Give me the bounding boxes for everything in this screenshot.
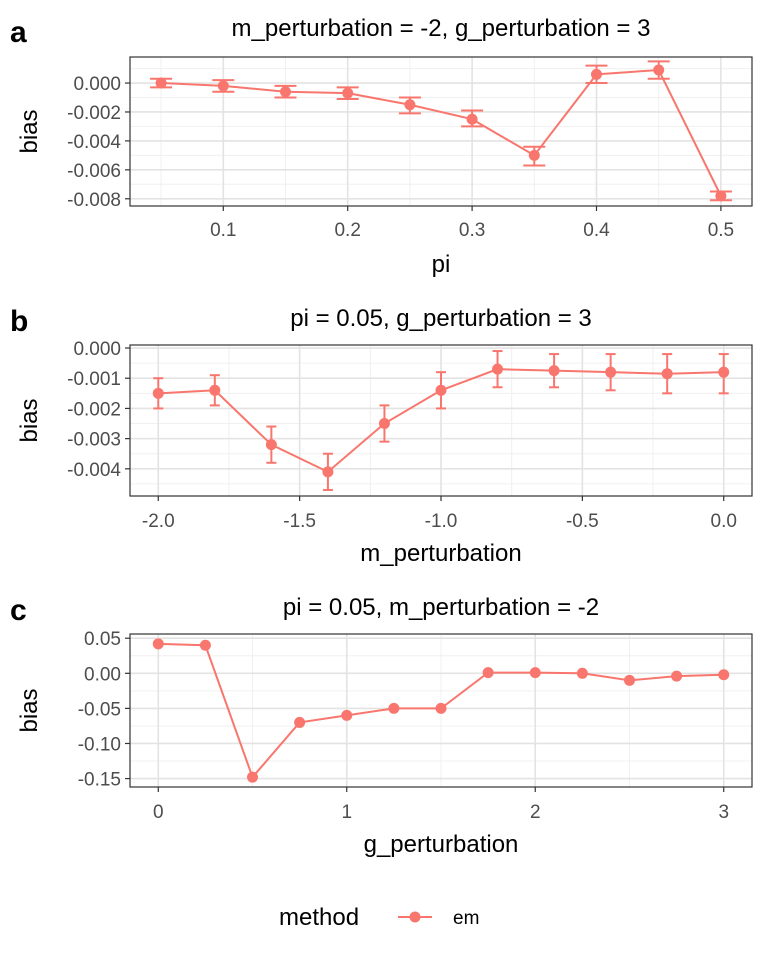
y-axis-title: bias xyxy=(16,398,43,442)
data-point xyxy=(209,384,221,396)
y-tick-label: 0.000 xyxy=(73,339,121,360)
data-point xyxy=(341,709,353,721)
data-point xyxy=(529,667,541,679)
legend: method em xyxy=(279,904,479,931)
x-tick-label: 0.5 xyxy=(708,220,734,241)
y-tick-label: -0.003 xyxy=(67,430,121,451)
data-point xyxy=(591,68,602,80)
x-axis-title: m_perturbation xyxy=(360,540,521,567)
data-point xyxy=(492,363,504,375)
panel-letter: b xyxy=(10,305,28,338)
data-point xyxy=(247,771,259,783)
chart-panel-b: -2.0 -1.5 -1.0 -0.5 0.0 0.000 -0.001 -0.002 -0.0… xyxy=(10,305,753,567)
data-point xyxy=(265,439,277,451)
data-point xyxy=(435,384,447,396)
x-tick-label: 0.0 xyxy=(711,511,737,532)
data-point xyxy=(528,149,540,161)
legend-key-point xyxy=(409,911,421,923)
data-point xyxy=(715,190,727,202)
x-tick-label: 1 xyxy=(341,802,352,823)
y-tick-label: 0.05 xyxy=(84,629,121,650)
data-point xyxy=(576,667,588,679)
x-tick-label: -1.0 xyxy=(425,511,458,532)
data-point xyxy=(378,418,390,430)
y-tick-label: -0.002 xyxy=(67,103,121,124)
data-point xyxy=(294,716,306,728)
panel-title: m_perturbation = -2, g_perturbation = 3 xyxy=(232,15,651,42)
chart-panel-c: 0 1 2 3 0.05 0.00 -0.05 -0.10 -0.15 c pi = 0.05, m… xyxy=(10,594,753,858)
legend-entry-label: em xyxy=(453,908,479,929)
data-point xyxy=(152,387,164,399)
data-point xyxy=(388,702,400,714)
y-tick-label: -0.004 xyxy=(67,460,121,481)
y-tick-label: -0.15 xyxy=(78,770,121,791)
x-tick-label: -0.5 xyxy=(566,511,599,532)
x-tick-label: 0.2 xyxy=(334,220,360,241)
x-tick-label: 2 xyxy=(530,802,541,823)
data-point xyxy=(280,86,291,98)
data-point xyxy=(199,639,211,651)
y-tick-label: -0.001 xyxy=(67,369,121,390)
data-point xyxy=(548,365,560,377)
y-tick-label: -0.10 xyxy=(78,734,121,755)
data-point xyxy=(482,667,494,679)
panel-letter: c xyxy=(10,594,27,627)
y-axis-title: bias xyxy=(16,109,43,153)
data-point xyxy=(466,113,478,125)
data-point xyxy=(322,466,334,478)
data-point xyxy=(605,366,617,378)
data-point xyxy=(718,366,730,378)
plot-border xyxy=(129,633,753,788)
x-tick-label: -2.0 xyxy=(142,511,175,532)
y-tick-label: 0.000 xyxy=(73,74,121,95)
x-axis-title: g_perturbation xyxy=(364,831,519,858)
legend-title: method xyxy=(279,904,359,931)
y-axis-title: bias xyxy=(16,688,43,732)
panel-title: pi = 0.05, g_perturbation = 3 xyxy=(290,305,592,332)
data-point xyxy=(653,64,665,76)
chart-panel-a: 0.1 0.2 0.3 0.4 0.5 0.000 -0.002 -0.004 -0.006 -0… xyxy=(10,15,753,278)
y-tick-label: -0.05 xyxy=(78,699,121,720)
plot-background xyxy=(130,57,752,206)
data-point xyxy=(155,77,167,89)
x-tick-label: 0.3 xyxy=(459,220,485,241)
x-tick-label: 0.1 xyxy=(210,220,236,241)
x-tick-label: 0 xyxy=(153,802,164,823)
data-point xyxy=(217,80,229,92)
x-tick-label: 0.4 xyxy=(583,220,610,241)
panel-title: pi = 0.05, m_perturbation = -2 xyxy=(283,594,599,621)
y-tick-label: -0.002 xyxy=(67,399,121,420)
data-point xyxy=(671,670,683,682)
plot-border xyxy=(129,56,753,207)
x-tick-label: -1.5 xyxy=(283,511,316,532)
y-tick-label: -0.008 xyxy=(67,190,121,211)
series-line-em xyxy=(161,68,722,197)
x-tick-label: 3 xyxy=(718,802,729,823)
data-point xyxy=(404,99,416,111)
y-tick-label: 0.00 xyxy=(84,664,121,685)
data-point xyxy=(342,87,354,99)
data-point xyxy=(661,368,673,380)
data-point xyxy=(623,674,635,686)
x-axis-title: pi xyxy=(432,251,451,278)
panel-letter: a xyxy=(10,16,27,49)
y-tick-label: -0.006 xyxy=(67,161,121,182)
data-point xyxy=(152,638,164,650)
y-tick-label: -0.004 xyxy=(67,132,121,153)
data-point xyxy=(718,669,730,681)
data-point xyxy=(435,702,447,714)
